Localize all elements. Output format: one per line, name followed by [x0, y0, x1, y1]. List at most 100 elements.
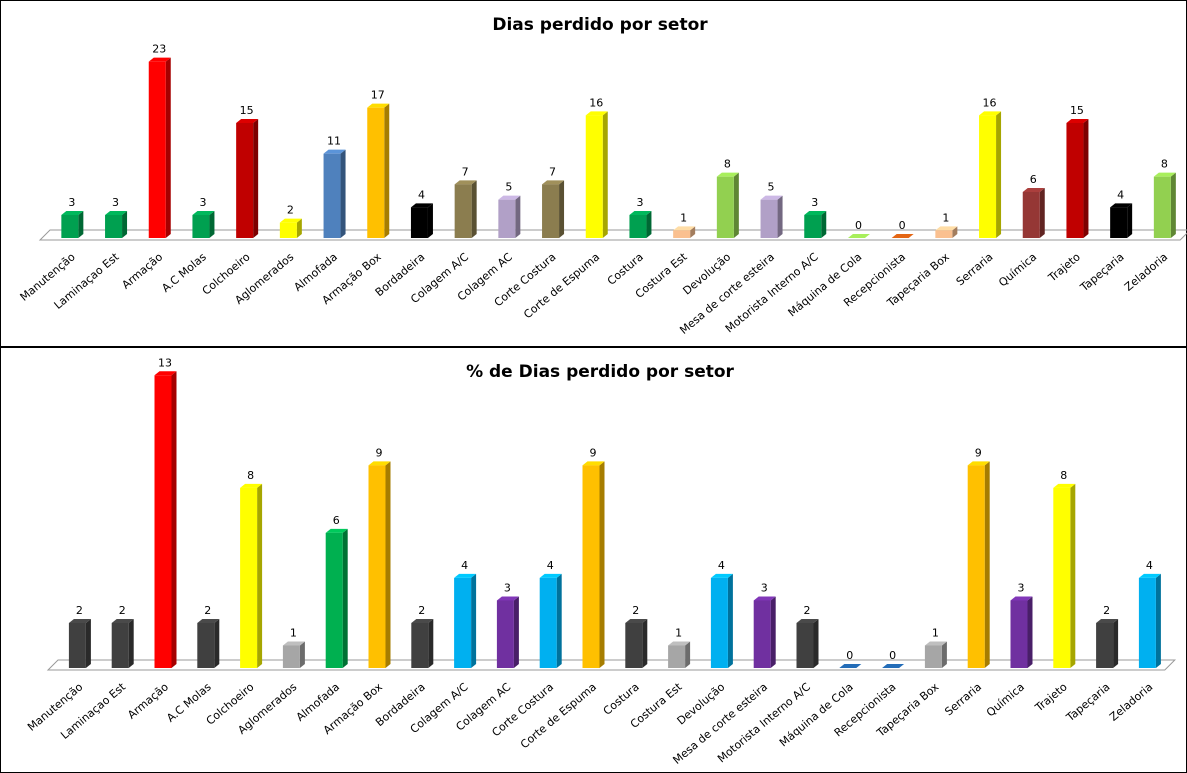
- bar-top: [1138, 573, 1161, 578]
- bar: [1010, 600, 1028, 668]
- data-label: 15: [240, 104, 254, 117]
- data-label: 3: [112, 196, 119, 209]
- chart-title: Dias perdido por setor: [492, 15, 708, 35]
- data-label: 8: [724, 158, 731, 171]
- data-label: 1: [290, 626, 297, 639]
- bar-side: [727, 573, 733, 668]
- bar-top: [891, 234, 914, 238]
- bar-side: [296, 218, 302, 238]
- bar: [1153, 176, 1171, 238]
- data-label: 3: [199, 196, 206, 209]
- data-label: 17: [371, 89, 385, 102]
- bar: [1110, 207, 1128, 238]
- data-label: 2: [119, 604, 126, 617]
- bar: [673, 230, 691, 238]
- bar-side: [253, 119, 259, 238]
- bar: [1066, 123, 1084, 238]
- data-label: 13: [158, 356, 172, 369]
- bar: [542, 184, 560, 238]
- bar-side: [257, 483, 263, 668]
- bar-top: [148, 57, 171, 62]
- bar: [935, 230, 953, 238]
- bar-side: [1070, 483, 1076, 668]
- bar-side: [599, 461, 605, 668]
- data-label: 2: [287, 204, 294, 217]
- data-label: 0: [889, 649, 896, 662]
- bar: [625, 622, 643, 668]
- bar: [410, 207, 428, 238]
- data-label: 2: [204, 604, 211, 617]
- bar-top: [796, 618, 819, 623]
- bar-side: [513, 596, 519, 668]
- bar-top: [240, 483, 263, 488]
- bar: [668, 645, 686, 668]
- bar-top: [323, 149, 346, 154]
- bar-top: [542, 180, 565, 185]
- bar-top: [847, 234, 870, 238]
- data-label: 3: [811, 196, 818, 209]
- bar-side: [941, 641, 947, 668]
- data-label: 3: [1018, 581, 1025, 594]
- bar: [105, 215, 123, 238]
- bar-top: [279, 218, 302, 223]
- bar-side: [646, 211, 652, 238]
- data-label: 0: [855, 219, 862, 232]
- bar-top: [979, 111, 1002, 116]
- bar-side: [384, 103, 390, 239]
- data-label: 16: [589, 96, 603, 109]
- bar-side: [1170, 172, 1176, 238]
- bar: [1096, 622, 1114, 668]
- bar: [325, 532, 343, 668]
- bar-side: [85, 618, 91, 668]
- bar-side: [602, 111, 608, 238]
- data-label: 3: [761, 581, 768, 594]
- bar-top: [753, 596, 776, 601]
- bar-top: [539, 573, 562, 578]
- bar-side: [996, 111, 1002, 238]
- bar-side: [556, 573, 562, 668]
- bar-top: [454, 180, 477, 185]
- bar: [1053, 487, 1071, 668]
- bar-top: [197, 618, 220, 623]
- bar: [154, 375, 172, 668]
- data-label: 2: [76, 604, 83, 617]
- data-label: 15: [1070, 104, 1084, 117]
- bar-top: [192, 211, 215, 215]
- data-label: 6: [333, 514, 340, 527]
- bar-top: [368, 461, 391, 466]
- data-label: 1: [680, 211, 687, 224]
- bar: [279, 222, 297, 238]
- bar-side: [340, 149, 346, 238]
- bar-side: [165, 57, 171, 238]
- bar: [282, 645, 300, 668]
- bar-side: [171, 371, 177, 668]
- bar-side: [642, 618, 648, 668]
- bar-side: [952, 226, 958, 238]
- data-label: 1: [932, 626, 939, 639]
- floor: [46, 659, 1177, 671]
- bar: [582, 465, 600, 668]
- data-label: 2: [632, 604, 639, 617]
- bar: [68, 622, 86, 668]
- bar-side: [770, 596, 776, 668]
- bar-side: [1155, 573, 1161, 668]
- bar-top: [111, 618, 134, 623]
- data-label: 7: [549, 165, 556, 178]
- bar-side: [122, 211, 128, 238]
- data-label: 8: [247, 469, 254, 482]
- bar-side: [299, 641, 305, 668]
- data-label: 1: [942, 211, 949, 224]
- bar-side: [428, 618, 434, 668]
- bar-side: [1113, 618, 1119, 668]
- bar-top: [1096, 618, 1119, 623]
- bar-side: [1027, 596, 1033, 668]
- data-label: 9: [590, 446, 597, 459]
- bar-top: [282, 641, 305, 646]
- bar: [496, 600, 514, 668]
- bar-side: [209, 211, 215, 238]
- bar-top: [967, 461, 990, 466]
- bar-side: [813, 618, 819, 668]
- bar: [192, 215, 210, 238]
- data-label: 5: [505, 181, 512, 194]
